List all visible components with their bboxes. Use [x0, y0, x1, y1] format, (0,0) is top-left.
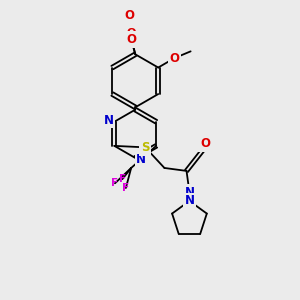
Text: O: O [125, 15, 134, 26]
Text: O: O [169, 52, 179, 64]
Text: N: N [103, 114, 113, 127]
Text: S: S [141, 141, 149, 154]
Text: O: O [124, 9, 134, 22]
Text: F: F [119, 174, 126, 184]
Text: F: F [111, 178, 118, 188]
Text: N: N [184, 194, 194, 207]
Text: N: N [184, 186, 194, 199]
Text: F: F [122, 183, 129, 193]
Text: O: O [126, 28, 136, 38]
Text: N: N [136, 153, 146, 166]
Text: O: O [200, 137, 210, 150]
Text: O: O [127, 33, 137, 46]
